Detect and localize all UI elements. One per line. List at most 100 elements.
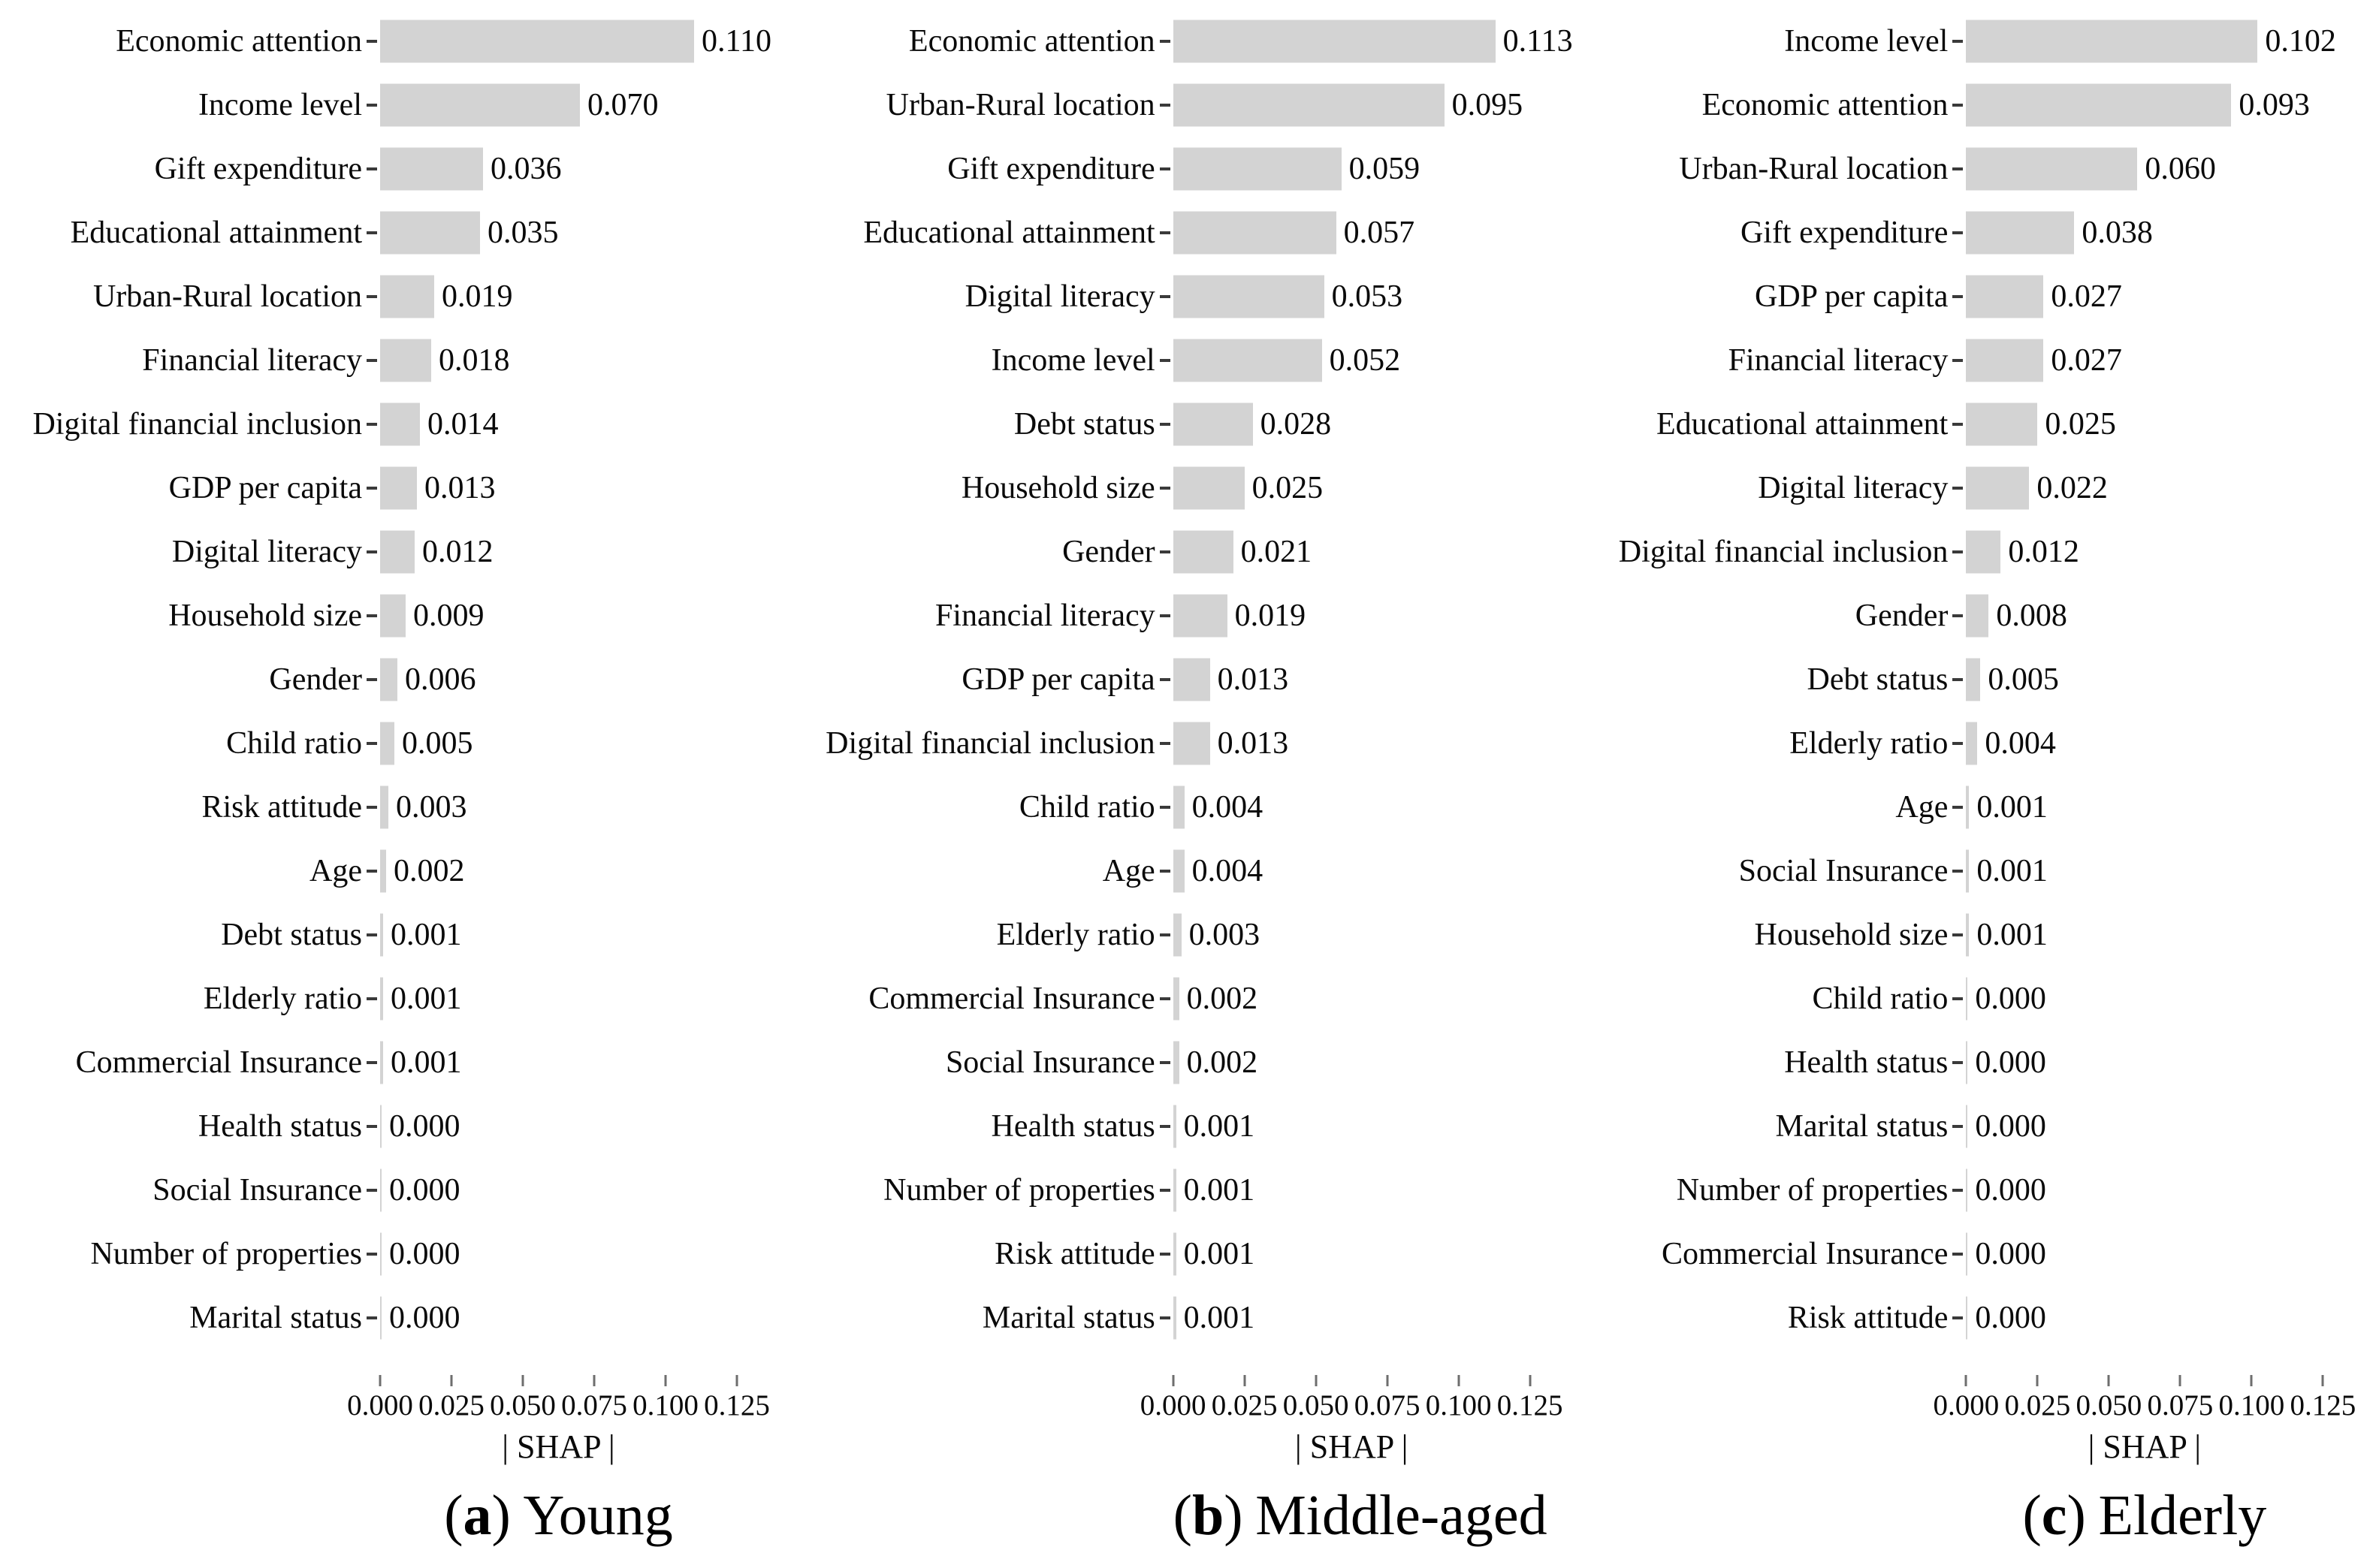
bar-row: Debt status 0.001 [0, 903, 793, 966]
y-axis-tick [1159, 103, 1170, 107]
category-label: Digital financial inclusion [0, 409, 367, 440]
category-label-text: Digital financial inclusion [32, 406, 362, 442]
y-axis-tick [367, 614, 377, 617]
category-label-text: Number of properties [1676, 1172, 1949, 1208]
y-axis-tick [1159, 550, 1170, 553]
bar-rows-middle-aged: Economic attention 0.113 Urban-Rural locat… [793, 6, 1587, 1349]
x-axis-tick [593, 1375, 596, 1386]
value-label: 0.035 [488, 215, 559, 250]
shap-bar [380, 658, 397, 701]
value-label: 0.000 [1975, 1108, 2046, 1144]
category-label-text: Urban-Rural location [92, 279, 362, 314]
x-tick-label: 0.100 [2218, 1389, 2285, 1422]
y-axis-tick [367, 1252, 377, 1256]
value-label: 0.003 [1188, 917, 1260, 952]
x-axis-tick [1964, 1375, 1967, 1386]
value-label: 0.038 [2082, 215, 2153, 250]
category-label: Gender [0, 664, 367, 695]
y-axis-tick [1159, 1252, 1170, 1256]
shap-bar [1173, 1168, 1176, 1211]
category-label: Debt status [0, 919, 367, 951]
category-label-text: Gender [269, 662, 362, 697]
x-axis-tick [1172, 1375, 1175, 1386]
value-label: 0.000 [389, 1172, 460, 1208]
y-axis-tick [1159, 869, 1170, 873]
y-axis-tick [1159, 486, 1170, 490]
y-axis-tick [1952, 358, 1964, 362]
category-label-text: Gift expenditure [1740, 215, 1949, 250]
category-label-text: Elderly ratio [1789, 725, 1949, 761]
bar-row: Number of properties 0.000 [0, 1222, 793, 1286]
bar-row: Household size 0.009 [0, 583, 793, 647]
x-tick-label: 0.125 [1496, 1389, 1563, 1422]
bar-area: 0.013 [1173, 711, 1587, 775]
bar-area: 0.012 [1966, 520, 2379, 583]
category-label-text: Digital financial inclusion [1618, 534, 1949, 569]
x-tick-label: 0.100 [1425, 1389, 1492, 1422]
x-axis-tick [2178, 1375, 2181, 1386]
category-label-text: Household size [168, 598, 362, 633]
shap-bar [1966, 1041, 1968, 1084]
y-axis-tick [1159, 1124, 1170, 1128]
category-label-text: Elderly ratio [203, 981, 362, 1016]
x-axis-tick [664, 1375, 667, 1386]
value-label: 0.025 [2045, 406, 2116, 442]
category-label: Marital status [793, 1302, 1160, 1334]
x-axis-tick [1386, 1375, 1389, 1386]
category-label-text: Elderly ratio [996, 917, 1155, 952]
shap-bar [1173, 722, 1210, 764]
value-label: 0.004 [1985, 725, 2056, 761]
x-tick-label: 0.025 [418, 1389, 485, 1422]
category-label-text: Gender [1855, 598, 1949, 633]
category-label: Health status [0, 1111, 367, 1142]
shap-bar [380, 977, 383, 1020]
value-label: 0.013 [424, 470, 496, 505]
bar-area: 0.025 [1966, 392, 2379, 456]
value-label: 0.003 [396, 789, 467, 825]
value-label: 0.009 [413, 598, 485, 633]
y-axis-tick [367, 1060, 377, 1064]
value-label: 0.000 [1975, 1172, 2046, 1208]
shap-bar [1173, 1296, 1176, 1339]
bar-area: 0.028 [1173, 392, 1587, 456]
panel-middle-aged: Economic attention 0.113 Urban-Rural locat… [793, 6, 1587, 1568]
bar-area: 0.001 [1966, 775, 2379, 839]
bar-row: Social Insurance 0.002 [793, 1030, 1587, 1094]
y-axis-tick [1952, 614, 1964, 617]
category-label: Commercial Insurance [1586, 1238, 1952, 1270]
value-label: 0.070 [587, 87, 659, 122]
caption-title: Elderly [2098, 1484, 2267, 1548]
x-axis-tick [521, 1375, 524, 1386]
y-axis-tick [1159, 933, 1170, 936]
category-label: Elderly ratio [1586, 728, 1952, 759]
bar-area: 0.038 [1966, 201, 2379, 264]
category-label-text: Income level [1784, 23, 1949, 59]
shap-bar [1966, 466, 2030, 509]
value-label: 0.001 [391, 1045, 462, 1080]
category-label: Number of properties [1586, 1174, 1952, 1206]
caption-letter: a [463, 1484, 492, 1548]
shap-bar [1966, 658, 1981, 701]
bar-row: Income level 0.052 [793, 328, 1587, 392]
bar-area: 0.001 [1173, 1222, 1587, 1286]
bar-row: Number of properties 0.001 [793, 1158, 1587, 1222]
category-label: Urban-Rural location [0, 281, 367, 312]
bar-area: 0.001 [1173, 1094, 1587, 1158]
bar-row: Urban-Rural location 0.019 [0, 264, 793, 328]
shap-bar [1173, 403, 1253, 445]
bar-row: Social Insurance 0.001 [1586, 839, 2379, 903]
bar-row: GDP per capita 0.027 [1586, 264, 2379, 328]
category-label-text: Health status [1784, 1045, 1949, 1080]
bar-row: Educational attainment 0.025 [1586, 392, 2379, 456]
bar-row: Risk attitude 0.001 [793, 1222, 1587, 1286]
category-label-text: Debt status [1807, 662, 1949, 697]
bar-row: Income level 0.070 [0, 73, 793, 137]
shap-bar [380, 83, 580, 126]
shap-bar [1966, 913, 1970, 956]
category-label-text: Age [309, 853, 362, 888]
category-label: Age [1586, 792, 1952, 823]
y-axis-tick [367, 869, 377, 873]
shap-bar [380, 1168, 382, 1211]
category-label: Financial literacy [793, 600, 1160, 632]
y-axis-tick [1952, 1124, 1964, 1128]
